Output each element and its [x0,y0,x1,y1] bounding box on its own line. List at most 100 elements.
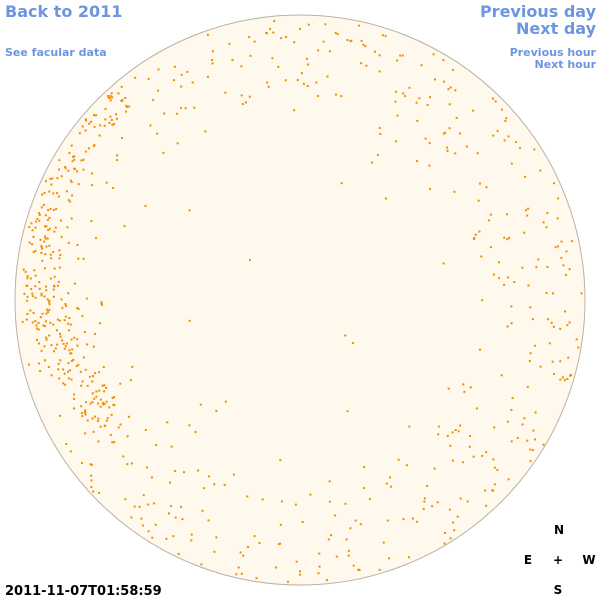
facula [240,572,243,575]
facula [215,409,218,412]
facula [454,429,457,431]
facula [563,379,566,382]
facula [207,519,210,522]
facula [50,257,53,260]
facula [309,493,312,496]
facula [346,410,349,413]
facula [497,261,500,264]
facula [32,312,35,314]
facula [144,429,147,431]
facula [52,251,55,253]
facula [523,417,526,420]
facula [90,474,93,477]
facula [73,282,76,285]
facula [25,318,28,321]
facula [90,184,93,187]
facula [94,415,96,418]
facula [62,382,65,385]
facula [267,85,270,88]
facula [301,521,304,523]
facula [45,225,48,228]
facula [95,395,98,398]
previous-hour-link[interactable]: Previous hour [510,46,597,59]
facula [64,166,67,168]
facula [57,368,60,371]
facula [552,325,555,328]
previous-day-link[interactable]: Previous day [480,2,597,21]
facula [506,420,509,423]
facula [60,298,63,301]
facula [449,444,452,447]
facula [30,288,33,290]
facula [27,363,30,366]
facula [57,362,60,365]
timestamp: 2011-11-07T01:58:59 [5,584,162,599]
facula [550,321,553,324]
facula [215,536,218,539]
facula [232,473,235,476]
next-hour-link[interactable]: Next hour [535,58,597,71]
facula [568,268,571,271]
facula [98,371,101,374]
solar-disk [14,14,586,586]
facula [95,114,98,117]
facula [30,222,33,225]
facula [113,404,116,407]
facula [91,392,94,395]
facula [44,214,47,217]
facula [43,345,46,348]
facula [44,225,46,228]
facula [47,311,50,313]
facula [90,120,92,123]
facula [402,518,405,521]
facula [56,343,59,346]
facula [81,415,84,418]
facula [81,315,84,318]
facula [396,59,399,62]
facula [442,132,445,135]
facula [154,523,157,526]
facula [43,325,46,328]
facula [58,266,61,269]
facula [123,225,126,228]
facula [90,220,93,222]
facula [408,556,411,559]
facula [426,104,429,106]
facula [299,27,301,30]
facula [510,305,513,308]
facula [385,482,388,485]
next-day-link[interactable]: Next day [516,19,597,38]
facula [539,365,542,368]
facula [454,89,457,92]
facula [57,280,60,283]
facular-link[interactable]: See facular data [5,46,107,59]
facula [557,197,559,200]
facula [43,240,46,243]
facula [506,238,509,241]
facula [29,277,32,280]
back-year-link[interactable]: Back to 2011 [5,2,122,21]
facula [564,310,567,313]
facula [255,577,258,580]
facula [302,82,305,85]
facula [335,93,337,96]
facula [32,251,35,254]
facula [47,366,50,368]
facula [144,204,147,207]
facula [358,569,361,572]
facula [285,36,287,38]
facula [89,402,92,405]
facula [565,250,568,253]
facula [98,491,100,494]
facula [326,579,328,582]
facula [511,397,514,400]
facula [533,148,536,151]
facula [70,181,73,184]
facula [506,325,509,328]
facula [529,448,532,451]
facula [405,464,408,467]
facula [211,62,214,65]
facula [91,401,94,404]
facula [58,377,61,380]
facula [437,433,440,436]
